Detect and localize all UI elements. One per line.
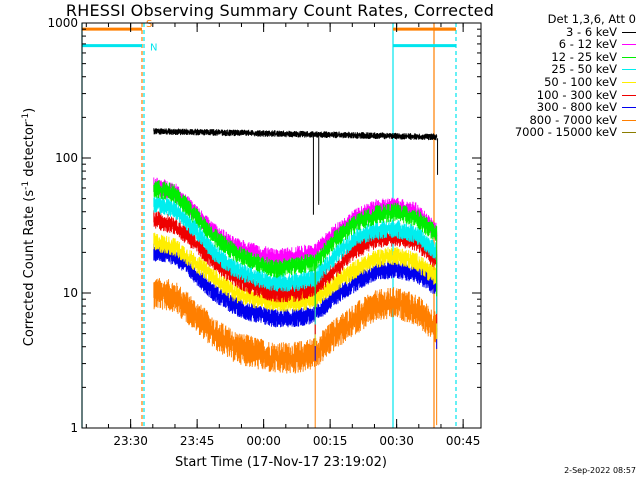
chart-title: RHESSI Observing Summary Count Rates, Co… — [65, 1, 495, 20]
flag-label-N: N — [150, 43, 157, 54]
timestamp: 2-Sep-2022 08:57 — [564, 466, 636, 475]
legend-swatch-4 — [622, 81, 636, 83]
series-line-0 — [153, 128, 438, 141]
y-axis-label: Corrected Count Rate (s-1 detector-1) — [21, 108, 37, 346]
series-line-4 — [153, 232, 438, 312]
series-line-7 — [153, 278, 438, 374]
legend-label-3: 25 - 50 keV — [551, 62, 617, 77]
legend-entry-7: 800 - 7000 keV — [480, 112, 636, 127]
y-label-sup-2: -1 — [20, 112, 31, 122]
y-tick-label-2: 100 — [55, 151, 78, 165]
x-tick-label-0: 23:30 — [113, 434, 148, 448]
legend-label-5: 100 - 300 keV — [536, 87, 617, 102]
legend-entry-3: 25 - 50 keV — [480, 63, 636, 76]
flag-label-S: S — [146, 19, 152, 30]
legend-swatch-0 — [622, 31, 636, 33]
legend-label-1: 6 - 12 keV — [558, 37, 617, 52]
legend-entry-8: 7000 - 15000 keV — [480, 126, 636, 139]
legend-header: Det 1,3,6, Att 0 — [547, 12, 636, 26]
legend-label-0: 3 - 6 keV — [566, 24, 617, 39]
x-tick-label-2: 00:00 — [246, 434, 281, 448]
legend-label-2: 12 - 25 keV — [551, 49, 617, 64]
legend-swatch-1 — [622, 44, 636, 46]
legend-swatch-5 — [622, 94, 636, 96]
y-label-sup-1: -1 — [20, 180, 31, 190]
legend-swatch-3 — [622, 69, 636, 71]
x-tick-label-3: 00:15 — [313, 434, 348, 448]
legend-label-6: 300 - 800 keV — [536, 100, 617, 115]
plot-frame — [81, 22, 482, 429]
legend-swatch-6 — [622, 107, 636, 109]
x-tick-label-1: 23:45 — [180, 434, 215, 448]
x-tick-label-4: 00:30 — [379, 434, 414, 448]
legend-entry-6: 300 - 800 keV — [480, 101, 636, 114]
legend-entries: 3 - 6 keV 6 - 12 keV 12 - 25 keV 25 - 50 ke… — [480, 24, 636, 139]
legend-swatch-8 — [622, 132, 636, 134]
y-label-part-3: ) — [22, 107, 38, 113]
y-label-part-1: Corrected Count Rate (s — [22, 189, 38, 347]
series-line-2 — [153, 180, 438, 279]
legend-entry-5: 100 - 300 keV — [480, 87, 636, 102]
legend-label-4: 50 - 100 keV — [544, 74, 617, 89]
y-tick-label-0: 1 — [70, 421, 78, 435]
y-tick-label-1: 10 — [63, 286, 78, 300]
legend-entry-0: 3 - 6 keV — [480, 24, 636, 39]
legend-label-7: 800 - 7000 keV — [529, 112, 617, 127]
legend-swatch-7 — [622, 119, 636, 121]
legend-label-8: 7000 - 15000 keV — [514, 125, 617, 140]
legend: Det 1,3,6, Att 0 3 - 6 keV 6 - 12 keV 12 -… — [480, 13, 636, 139]
legend-entry-2: 12 - 25 keV — [480, 49, 636, 64]
x-tick-label-5: 00:45 — [446, 434, 481, 448]
y-tick-label-3: 1000 — [47, 16, 78, 30]
legend-entry-4: 50 - 100 keV — [480, 76, 636, 89]
x-axis-label: Start Time (17-Nov-17 23:19:02) — [175, 455, 387, 470]
series-line-6 — [153, 243, 438, 328]
y-label-part-2: detector — [22, 121, 38, 181]
legend-swatch-2 — [622, 56, 636, 58]
legend-entry-1: 6 - 12 keV — [480, 38, 636, 51]
